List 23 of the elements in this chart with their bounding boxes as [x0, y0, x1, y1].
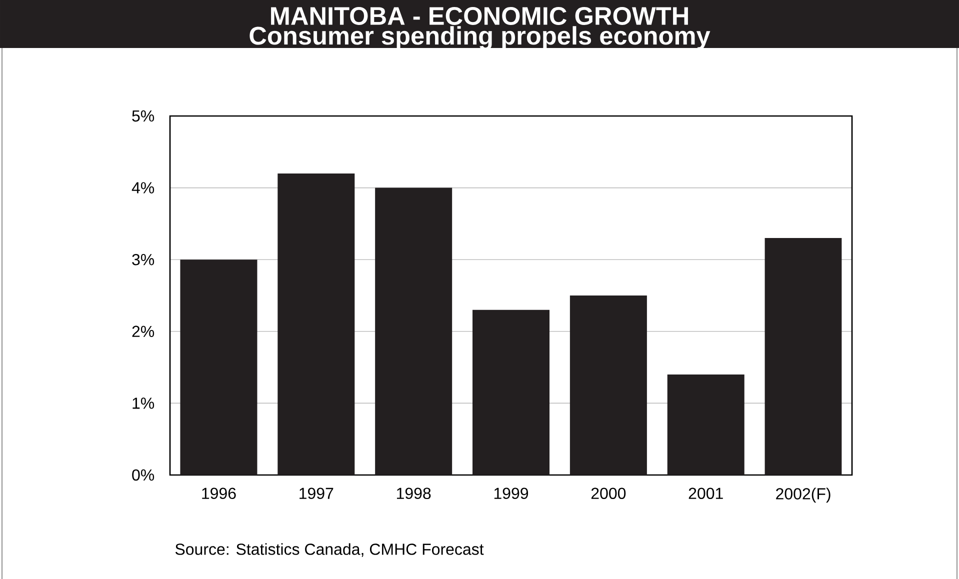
x-tick-label: 2000: [591, 488, 626, 500]
bar: [472, 310, 550, 475]
bar: [278, 173, 355, 475]
bar: [570, 296, 647, 475]
x-tick-label: 1996: [202, 488, 236, 500]
x-tick-label: 1999: [494, 488, 528, 500]
x-tick-label: 1998: [396, 488, 431, 500]
y-tick-label: 4%: [132, 182, 154, 194]
y-tick-label: 5%: [132, 110, 154, 122]
y-tick-label: 2%: [132, 326, 154, 338]
bar: [375, 188, 452, 475]
y-tick-label: 3%: [132, 254, 154, 266]
bar: [180, 260, 258, 475]
bar: [764, 238, 842, 475]
x-tick-label: 2001: [688, 488, 723, 500]
x-tick-label: 1997: [300, 488, 334, 500]
y-tick-label: 1%: [132, 398, 154, 409]
chart-subtitle: Consumer spending propels economy: [250, 26, 710, 50]
bar: [667, 374, 744, 475]
x-tick-label: 2002(F): [776, 488, 830, 503]
chart-title: MANITOBA - ECONOMIC GROWTH: [271, 7, 688, 25]
y-tick-label: 0%: [132, 469, 154, 481]
source-note: Source: Statistics Canada, CMHC Forecast: [175, 543, 484, 557]
